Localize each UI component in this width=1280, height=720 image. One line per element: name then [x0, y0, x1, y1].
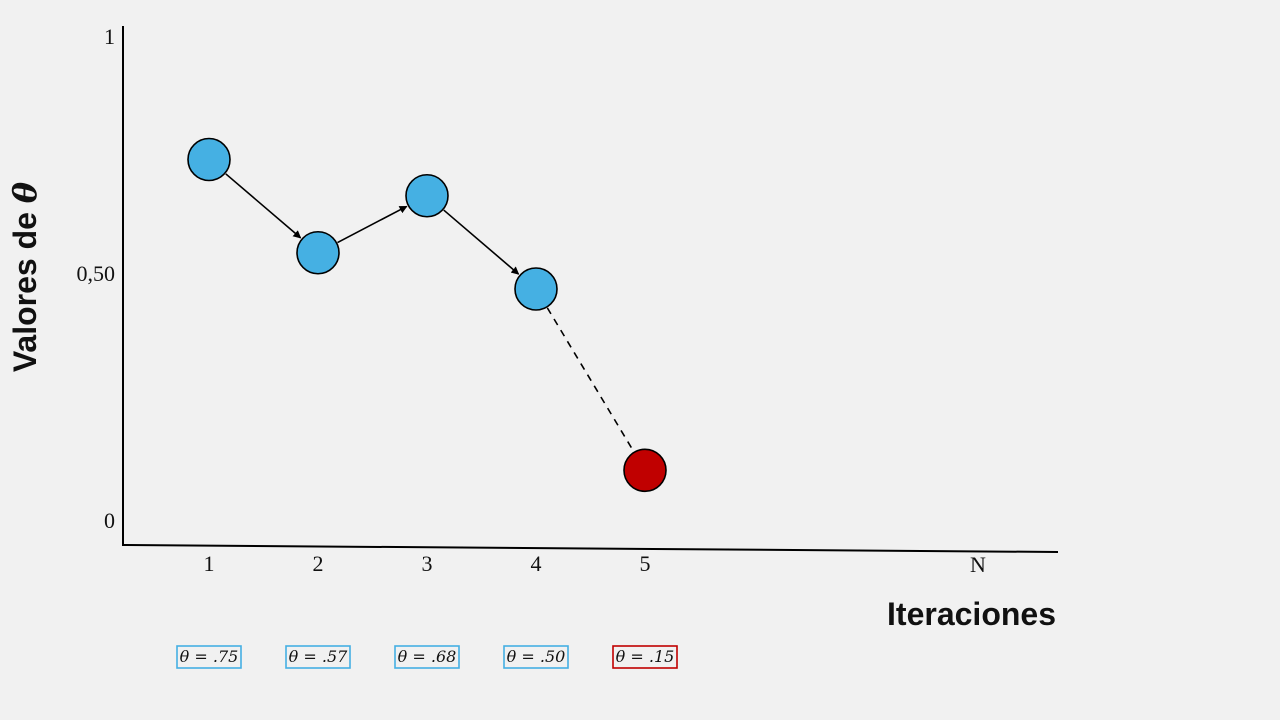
y-tick-label-mid: 0,50	[77, 261, 116, 286]
value-box-label-4: θ = .50	[507, 647, 566, 666]
value-box-5	[612, 645, 678, 669]
y-tick-label-top: 1	[104, 24, 115, 49]
value-box-label-1: θ = .75	[180, 647, 239, 666]
data-point-2	[296, 230, 340, 275]
value-box-2	[285, 645, 351, 669]
arrow-connector-3	[443, 209, 520, 275]
data-point-5	[623, 448, 667, 493]
x-tick-label-1: 1	[204, 551, 215, 576]
value-box-3	[394, 645, 460, 669]
value-box-1	[176, 645, 242, 669]
x-tick-label-n: N	[970, 552, 986, 577]
connectors-group	[225, 173, 634, 452]
x-axis-title: Iteraciones	[887, 596, 1056, 632]
x-tick-label-5: 5	[640, 551, 651, 576]
arrow-connector-1	[225, 173, 302, 239]
value-box-4	[503, 645, 569, 669]
x-tick-label-4: 4	[531, 551, 542, 576]
data-point-4	[514, 267, 558, 311]
value-box-label-2: θ = .57	[289, 647, 348, 666]
data-point-1	[187, 137, 231, 182]
y-axis-title-symbol: θ	[6, 181, 44, 203]
arrow-connector-2	[337, 205, 408, 244]
data-point-3	[405, 173, 449, 218]
x-tick-label-2: 2	[313, 551, 324, 576]
dashed-connector-4	[546, 307, 634, 452]
y-axis-title: Valores de θ	[6, 181, 44, 372]
value-box-label-5: θ = .15	[616, 647, 675, 666]
y-tick-label-bottom: 0	[104, 508, 115, 533]
value-boxes-group: θ = .75 θ = .57 θ = .68 θ = .50 θ = .15	[176, 645, 678, 669]
y-axis-title-prefix: Valores de	[7, 203, 43, 372]
x-tick-label-3: 3	[422, 551, 433, 576]
points-group	[187, 137, 667, 493]
x-axis-line	[122, 544, 1059, 553]
value-box-label-3: θ = .68	[398, 647, 457, 666]
